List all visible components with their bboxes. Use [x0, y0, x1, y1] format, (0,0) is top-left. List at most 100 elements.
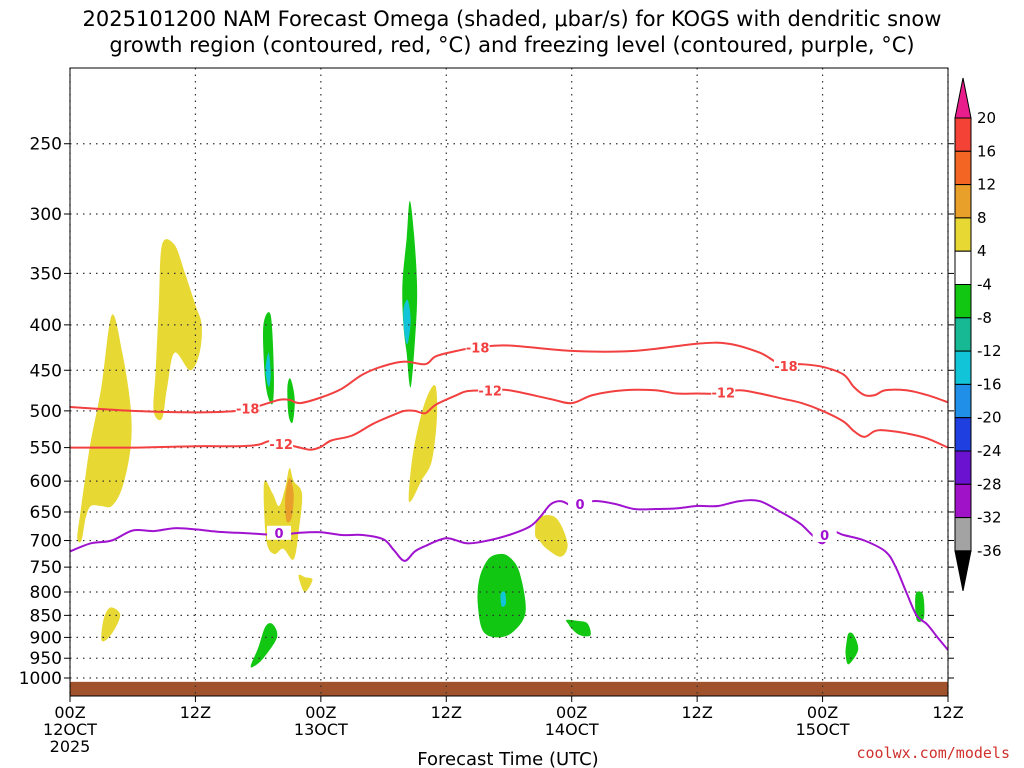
omega-region-1 [153, 239, 202, 421]
colorbar-segment [954, 517, 972, 552]
colorbar-label: -4 [977, 276, 992, 294]
colorbar-bottom-arrow [954, 550, 972, 591]
colorbar-label: -24 [977, 442, 1002, 460]
colorbar-segment [954, 150, 972, 186]
colorbar-segment [954, 284, 972, 319]
colorbar-label: -16 [977, 375, 1002, 393]
omega-region-3 [263, 468, 303, 560]
contour-label-bg [773, 358, 798, 373]
plot-frame [69, 67, 949, 697]
colorbar-segment [954, 383, 972, 419]
colorbar-label: -12 [977, 342, 1002, 360]
contour-label-bg [812, 527, 837, 542]
omega-region-11 [402, 200, 418, 388]
contour-label: 0 [576, 498, 585, 513]
colorbar-segment [954, 184, 972, 219]
colorbar-label: 8 [977, 209, 987, 227]
colorbar-segment [954, 250, 972, 285]
contour-label: 0 [275, 527, 284, 542]
contour-label-bg [568, 497, 593, 512]
x-tick-label: 14OCT [545, 720, 599, 739]
contour-line--18 [69, 341, 949, 414]
x-tick-label: 00Z [54, 703, 85, 722]
y-tick-label: 300 [30, 205, 62, 225]
x-tick-label: 13OCT [294, 720, 348, 739]
omega-region-16 [403, 299, 411, 345]
omega-region-17 [265, 352, 271, 388]
y-tick-label: 1000 [19, 669, 62, 689]
y-tick-label: 350 [30, 264, 62, 284]
omega-region-15 [915, 591, 925, 622]
x-axis-label: Forecast Time (UTC) [417, 749, 598, 768]
omega-region-18 [500, 591, 507, 607]
x-tick-label: 2025 [50, 737, 91, 756]
colorbar-segment [954, 117, 972, 152]
contour-label: -12 [712, 387, 736, 402]
contour-label-bg [478, 383, 503, 398]
terrain-band [70, 681, 948, 696]
y-axis: 2503003504004505005506006507007508008509… [19, 135, 954, 689]
colorbar-label: 4 [977, 242, 987, 260]
y-tick-label: 900 [30, 628, 62, 648]
y-tick-label: 750 [30, 558, 62, 578]
contour-label: 0 [820, 529, 829, 544]
x-tick-label: 00Z [807, 703, 838, 722]
colorbar-label: 12 [977, 176, 996, 194]
colorbar-label: -20 [977, 409, 1002, 427]
y-tick-label: 400 [30, 316, 62, 336]
x-tick-label: 15OCT [796, 720, 850, 739]
colorbar-label: 16 [977, 142, 996, 160]
contour-label: -12 [269, 438, 293, 453]
contour-label-bg [465, 340, 490, 355]
x-tick-label: 12Z [431, 703, 462, 722]
omega-region-13 [566, 619, 591, 637]
contour-label: -18 [236, 403, 260, 418]
contour-label-bg [711, 385, 736, 400]
colorbar-label: -36 [977, 542, 1002, 560]
contour-layer: -18 -18 -18 -12 -12 -12 0 0 0 [69, 340, 949, 651]
colorbar-label: -32 [977, 509, 1002, 527]
y-tick-label: 950 [30, 649, 62, 669]
y-tick-label: 250 [30, 135, 62, 155]
y-tick-label: 650 [30, 503, 62, 523]
colorbar-top-arrow [954, 77, 972, 119]
colorbar: 20 16 12 8 4 -4 -8 -12 -16 -20 -24 -28 -32 -36 [954, 77, 1002, 591]
terrain-layer [70, 681, 948, 696]
y-tick-label: 850 [30, 606, 62, 626]
colorbar-label: -28 [977, 475, 1002, 493]
x-tick-label: 00Z [305, 703, 336, 722]
colorbar-segment [954, 450, 972, 485]
omega-region-2 [101, 607, 121, 642]
y-tick-label: 500 [30, 402, 62, 422]
colorbar-segment [954, 417, 972, 452]
colorbar-segment [954, 350, 972, 385]
chart-title-line2: growth region (contoured, red, °C) and f… [109, 33, 915, 57]
y-tick-label: 550 [30, 439, 62, 459]
contour-label: -18 [466, 341, 490, 356]
omega-region-14 [845, 632, 859, 665]
omega-region-0 [77, 314, 132, 543]
colorbar-label: 20 [977, 109, 996, 127]
omega-region-4 [298, 574, 313, 593]
x-tick-label: 00Z [556, 703, 587, 722]
chart-title-line1: 2025101200 NAM Forecast Omega (shaded, μ… [82, 7, 942, 31]
y-tick-label: 800 [30, 583, 62, 603]
colorbar-label: -8 [977, 309, 992, 327]
contour-label: -18 [774, 360, 798, 375]
y-tick-label: 700 [30, 532, 62, 552]
contour-line--12 [69, 388, 949, 451]
y-tick-label: 600 [30, 472, 62, 492]
chart-title: 2025101200 NAM Forecast Omega (shaded, μ… [0, 6, 1024, 58]
x-tick-label: 12Z [932, 703, 963, 722]
omega-region-5 [408, 385, 438, 503]
omega-region-6 [535, 515, 568, 557]
colorbar-segment [954, 317, 972, 352]
colorbar-segment [954, 483, 972, 519]
contour-label: -12 [478, 384, 502, 399]
omega-region-10 [250, 623, 278, 668]
contour-label-bg [269, 437, 294, 452]
contour-label-bg [267, 525, 292, 540]
omega-shading-layer [77, 200, 925, 668]
x-tick-label: 12OCT [43, 720, 97, 739]
